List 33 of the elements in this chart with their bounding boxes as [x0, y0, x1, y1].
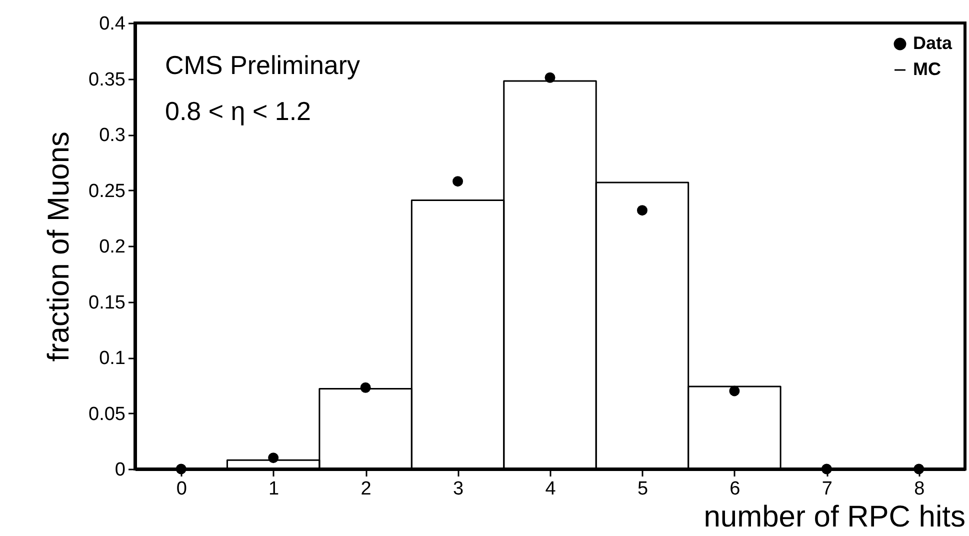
x-tick-label: 4 — [545, 478, 556, 500]
y-tick-label: 0.4 — [99, 14, 126, 34]
y-tick-label: 0 — [114, 460, 126, 480]
y-tick-label: 0.25 — [88, 180, 126, 202]
annotation: 0.8 < η < 1.2 — [165, 96, 312, 126]
y-tick-label: 0.1 — [99, 348, 126, 369]
y-tick-label: 0.3 — [99, 125, 126, 146]
legend-label: MC — [913, 59, 941, 79]
point — [729, 386, 740, 396]
annotation: CMS Preliminary — [165, 50, 360, 80]
x-tick-label: 0 — [176, 478, 187, 500]
x-tick-label: 6 — [730, 478, 740, 500]
x-axis-title: number of RPC hits — [704, 500, 966, 534]
x-tick-label: 5 — [637, 478, 648, 500]
y-tick-label: 0.15 — [88, 292, 126, 314]
point — [914, 464, 924, 474]
x-tick-label: 2 — [360, 478, 372, 500]
point — [176, 464, 186, 474]
point — [452, 176, 464, 187]
y-tick-label: 0.2 — [99, 236, 126, 258]
point — [544, 72, 556, 83]
y-axis-title: fraction of Muons — [42, 131, 76, 362]
x-tick-label: 7 — [822, 478, 832, 500]
y-tick-label: 0.05 — [88, 404, 126, 425]
point — [821, 464, 832, 474]
point — [268, 452, 279, 464]
x-tick-label: 8 — [914, 478, 925, 500]
legend-label: Data — [913, 33, 954, 53]
point — [360, 382, 371, 393]
x-tick-label: 3 — [452, 478, 464, 500]
x-tick-label: 1 — [268, 478, 280, 500]
point — [636, 205, 648, 216]
y-tick-label: 0.35 — [88, 69, 126, 90]
